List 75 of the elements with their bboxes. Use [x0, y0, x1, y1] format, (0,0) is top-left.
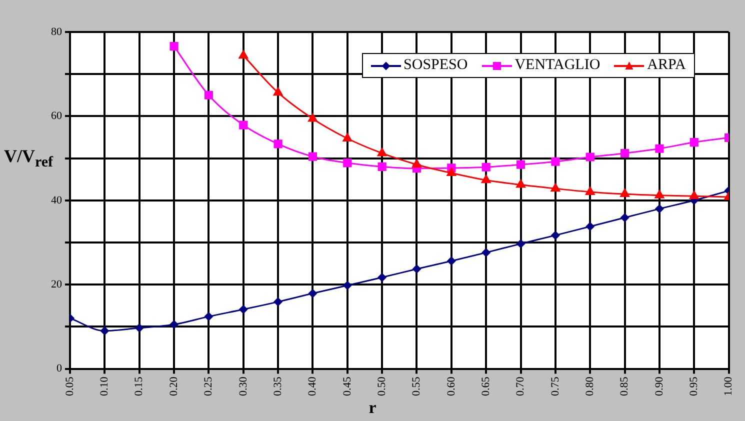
point: [239, 120, 248, 130]
x-tick-label: 0.95: [688, 376, 700, 396]
point: [482, 162, 490, 172]
y-tick-label: 0: [56, 362, 62, 375]
x-tick-label: 1.00: [722, 376, 735, 396]
x-tick-label: 0.80: [584, 376, 596, 396]
point: [377, 148, 387, 156]
x-tick-label: 0.90: [653, 376, 666, 396]
point: [655, 144, 664, 153]
point: [481, 174, 491, 184]
point: [586, 222, 594, 231]
point: [238, 50, 248, 59]
x-tick-label: 0.30: [237, 376, 250, 396]
y-tick-label: 60: [51, 110, 62, 122]
point: [550, 183, 560, 192]
x-tick-label: 0.40: [306, 376, 319, 396]
point: [378, 273, 386, 282]
point: [551, 231, 560, 240]
y-tick-label: 80: [51, 26, 62, 38]
x-tick-label: 0.20: [168, 376, 180, 396]
point: [170, 320, 178, 329]
point: [343, 281, 352, 290]
point: [308, 289, 317, 298]
point: [551, 157, 560, 166]
point: [446, 168, 456, 176]
point: [308, 113, 318, 122]
x-axis-title: r: [368, 398, 378, 418]
point: [412, 159, 422, 168]
x-tick-label: 0.45: [341, 376, 354, 396]
x-tick-label: 0.55: [410, 376, 423, 396]
point: [689, 190, 699, 200]
point: [655, 204, 664, 214]
point: [204, 312, 213, 321]
point: [378, 162, 386, 171]
x-tick-label: 0.15: [133, 376, 146, 396]
point: [239, 305, 248, 314]
point: [204, 90, 213, 100]
point: [620, 148, 630, 158]
point: [273, 87, 283, 96]
x-tick-label: 0.75: [549, 376, 562, 396]
x-tick-label: 0.65: [480, 376, 492, 396]
point: [690, 138, 698, 147]
y-axis-title: V/V$_{ref}$: [4, 146, 54, 172]
point: [482, 248, 490, 257]
legend-label: ARPA: [647, 57, 686, 74]
point: [654, 190, 664, 198]
point: [308, 152, 317, 161]
x-tick-label: 0.25: [202, 376, 215, 396]
point: [100, 326, 109, 336]
point: [412, 264, 421, 274]
point: [274, 298, 282, 306]
point: [516, 160, 526, 169]
point: [516, 239, 526, 248]
legend-label: VENTAGLIO: [514, 57, 600, 74]
x-tick-label: 0.35: [272, 376, 284, 396]
point: [447, 256, 456, 266]
point: [585, 186, 595, 195]
y-tick-label: 40: [51, 194, 62, 206]
point: [342, 133, 352, 142]
point: [586, 152, 594, 162]
x-tick-label: 0.85: [618, 376, 631, 396]
y-tick-label: 20: [51, 278, 62, 290]
x-tick-label: 0.60: [445, 376, 458, 396]
x-tick-label: 0.05: [64, 376, 76, 396]
legend-label: SOSPESO: [404, 57, 468, 74]
point: [170, 42, 178, 51]
point: [516, 180, 526, 188]
point: [343, 158, 352, 168]
x-tick-label: 0.10: [98, 376, 111, 396]
point: [135, 324, 144, 332]
point: [620, 213, 630, 222]
point: [274, 140, 282, 148]
point: [620, 188, 630, 198]
x-tick-label: 0.50: [376, 376, 388, 396]
x-tick-label: 0.70: [514, 376, 527, 396]
